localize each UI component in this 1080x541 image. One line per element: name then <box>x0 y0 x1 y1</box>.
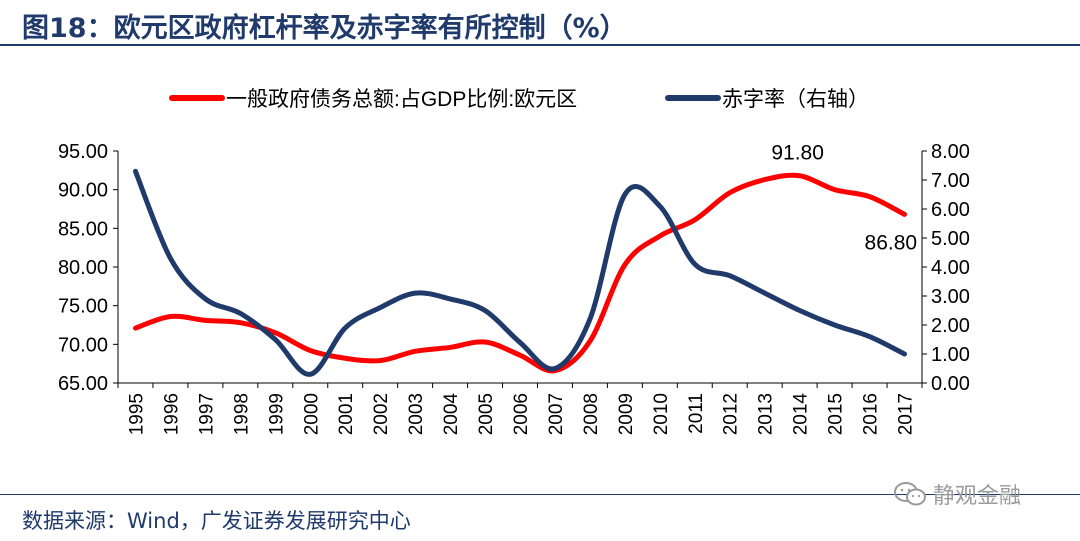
left-tick-label: 85.00 <box>58 218 108 240</box>
right-tick-label: 0.00 <box>931 373 970 395</box>
x-tick-label: 2011 <box>686 393 707 434</box>
data-label: 86.80 <box>865 231 918 254</box>
legend-label-deficit: 赤字率（右轴） <box>722 88 869 111</box>
figure-title: 图18：欧元区政府杠杆率及赤字率有所控制（%） <box>22 13 627 44</box>
x-tick-label: 1996 <box>161 393 182 435</box>
x-tick-label: 2000 <box>301 393 322 435</box>
right-tick-label: 3.00 <box>931 286 970 308</box>
x-tick-label: 2016 <box>861 393 882 435</box>
right-tick-label: 7.00 <box>931 170 970 192</box>
watermark-text: 静观金融 <box>933 484 1022 509</box>
x-tick-label: 2007 <box>546 393 567 435</box>
x-tick-label: 2017 <box>896 393 917 435</box>
x-tick-label: 2006 <box>511 393 532 435</box>
x-tick-label: 2005 <box>476 393 497 435</box>
legend-label-debt: 一般政府债务总额:占GDP比例:欧元区 <box>226 88 577 111</box>
x-tick-label: 2015 <box>826 393 847 435</box>
right-tick-label: 2.00 <box>931 315 970 337</box>
right-tick-label: 1.00 <box>931 344 970 366</box>
wechat-icon <box>894 482 926 506</box>
left-tick-label: 75.00 <box>58 296 108 318</box>
x-tick-label: 2008 <box>581 393 602 435</box>
x-tick-label: 2010 <box>651 393 672 435</box>
x-tick-label: 2002 <box>371 393 392 435</box>
right-tick-label: 5.00 <box>931 228 970 250</box>
x-tick-label: 2001 <box>336 393 357 435</box>
left-tick-label: 90.00 <box>58 180 108 202</box>
data-label: 91.80 <box>771 142 824 165</box>
x-tick-label: 2003 <box>406 393 427 435</box>
x-tick-label: 1999 <box>266 393 287 435</box>
left-tick-label: 80.00 <box>58 257 108 279</box>
watermark: 静观金融 <box>893 478 1021 510</box>
right-tick-label: 4.00 <box>931 257 970 279</box>
right-tick-label: 8.00 <box>931 141 970 163</box>
x-tick-label: 1995 <box>126 393 147 435</box>
x-tick-label: 2004 <box>441 393 462 436</box>
x-tick-label: 2012 <box>721 393 742 435</box>
x-tick-label: 2009 <box>616 393 637 435</box>
left-tick-label: 95.00 <box>58 141 108 163</box>
x-tick-label: 1997 <box>196 393 217 435</box>
x-tick-label: 2013 <box>756 393 777 435</box>
source-note: 数据来源：Wind，广发证券发展研究中心 <box>22 509 411 533</box>
deficit-ratio-line <box>132 168 908 377</box>
x-tick-label: 1998 <box>231 393 252 435</box>
left-tick-label: 70.00 <box>58 334 108 356</box>
left-tick-label: 65.00 <box>58 373 108 395</box>
footer-divider <box>0 494 1080 495</box>
right-tick-label: 6.00 <box>931 199 970 221</box>
title-divider <box>0 44 1080 46</box>
x-tick-label: 2014 <box>791 393 812 436</box>
